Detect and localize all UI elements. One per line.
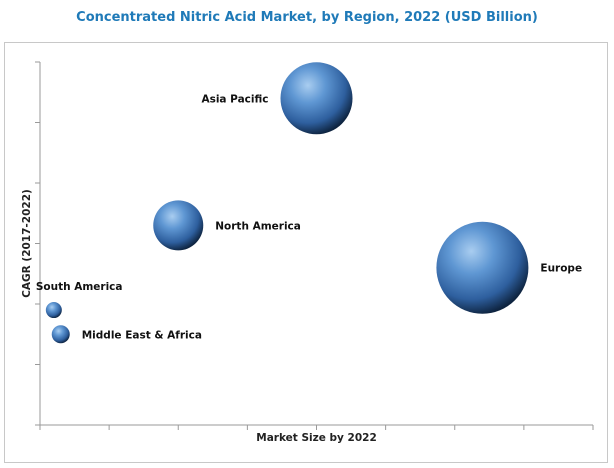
x-axis-label: Market Size by 2022 [256,432,377,444]
bubble-south-america [45,302,62,319]
bubble-middle-east-africa [51,325,70,344]
bubble-label-middle-east-africa: Middle East & Africa [82,329,202,341]
bubble-label-north-america: North America [215,220,301,232]
bubble-europe [436,221,529,314]
bubble-asia-pacific [280,62,353,135]
bubbles: Asia Pacific North America Europe South Ame… [36,62,582,344]
bubble-label-asia-pacific: Asia Pacific [201,93,268,105]
chart-frame [4,42,608,463]
chart-title: Concentrated Nitric Acid Market, by Regi… [76,10,538,25]
bubble-label-europe: Europe [540,263,582,275]
bubble-north-america [153,200,204,251]
axes [35,61,594,430]
bubble-label-south-america: South America [36,281,123,293]
y-axis-label: CAGR (2017-2022) [21,189,33,298]
